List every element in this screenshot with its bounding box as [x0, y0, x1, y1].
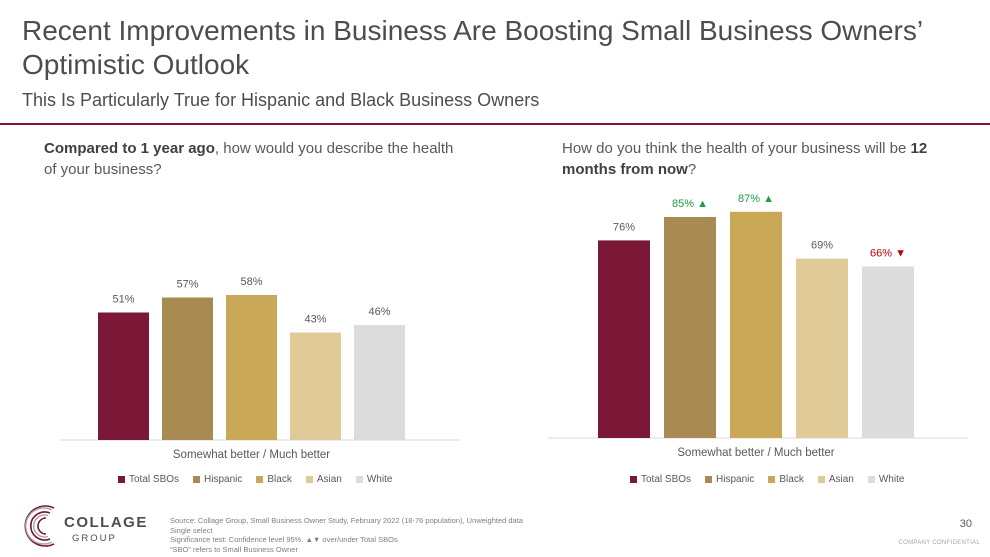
- bar-hispanic: [162, 297, 213, 440]
- legend-swatch-black: [768, 476, 776, 483]
- footnote-sbo: “SBO” refers to Small Business Owner: [170, 544, 298, 554]
- legend-item-asian: Asian: [305, 474, 342, 485]
- data-label-white: 66% ▼: [870, 247, 906, 259]
- legend-label-total-sbos: Total SBOs: [641, 474, 692, 485]
- data-label-white: 46%: [368, 306, 390, 318]
- data-label-asian: 43%: [304, 314, 326, 326]
- legend-item-hispanic: Hispanic: [705, 474, 754, 485]
- legend-label-asian: Asian: [828, 474, 854, 485]
- data-label-total-sbos: 76%: [613, 221, 635, 233]
- page-subtitle: This Is Particularly True for Hispanic a…: [22, 90, 540, 110]
- bar-black: [730, 211, 782, 438]
- data-label-hispanic: 85% ▲: [672, 198, 708, 210]
- legend-swatch-total-sbos: [630, 476, 637, 483]
- left-question-bold: Compared to 1 year ago: [44, 140, 215, 157]
- legend-item-total-sbos: Total SBOs: [118, 474, 179, 485]
- logo-wordmark: COLLAGE: [64, 514, 148, 531]
- legend-item-white: White: [867, 474, 905, 485]
- right-question: How do you think the health of your busi…: [562, 138, 972, 180]
- collage-group-logo: COLLAGE GROUP: [10, 500, 160, 552]
- legend-label-hispanic: Hispanic: [716, 474, 755, 485]
- left-question-rest: , how would you describe the health of y…: [44, 140, 454, 178]
- legend-label-black: Black: [267, 474, 292, 485]
- legend-swatch-black: [256, 476, 264, 483]
- legend-label-total-sbos: Total SBOs: [129, 474, 180, 485]
- left-bar-chart: 51% 57% 58% 43% 46% Somewhat better / Much be…: [60, 276, 460, 461]
- right-question-post: ?: [687, 161, 697, 178]
- legend-item-black: Black: [256, 474, 292, 485]
- right-bar-chart: 76% 85% ▲ 87% ▲ 69% 66% ▼ Somewhat better / M…: [548, 193, 968, 459]
- legend-item-black: Black: [768, 474, 804, 485]
- title-divider: [0, 123, 990, 125]
- bar-hispanic: [664, 217, 716, 438]
- legend-swatch-white: [867, 476, 875, 483]
- data-label-total-sbos: 51%: [112, 294, 134, 306]
- footnote-select: Single select: [170, 525, 213, 535]
- collage-logo-icon: COLLAGE GROUP: [24, 505, 148, 547]
- legend-label-black: Black: [779, 474, 804, 485]
- logo-subword: GROUP: [72, 533, 117, 544]
- legend-item-hispanic: Hispanic: [193, 474, 242, 485]
- bar-total-sbos: [598, 240, 650, 438]
- legend-item-white: White: [355, 474, 393, 485]
- bar-asian: [290, 332, 341, 440]
- right-question-pre: How do you think the health of your busi…: [562, 140, 911, 157]
- confidential-label: COMPANY CONFIDENTIAL: [898, 540, 980, 546]
- legend-swatch-hispanic: [193, 476, 201, 483]
- legend-item-asian: Asian: [817, 474, 854, 485]
- x-category-label: Somewhat better / Much better: [677, 447, 834, 459]
- data-label-black: 87% ▲: [738, 193, 774, 205]
- bar-white: [354, 325, 405, 440]
- legend-label-white: White: [878, 474, 905, 485]
- left-legend: Total SBOs Hispanic Black Asian White: [118, 474, 392, 485]
- footnote: Source: Collage Group, Small Business Ow…: [170, 516, 690, 554]
- right-question-bold: 12 months from now: [562, 140, 928, 178]
- legend-swatch-asian: [305, 476, 313, 483]
- bar-asian: [796, 258, 848, 438]
- bar-white: [862, 266, 914, 438]
- legend-swatch-total-sbos: [118, 476, 125, 483]
- legend-label-asian: Asian: [316, 474, 342, 485]
- x-category-label: Somewhat better / Much better: [173, 449, 330, 461]
- footnote-source: Source: Collage Group, Small Business Ow…: [170, 516, 523, 525]
- legend-swatch-white: [355, 476, 363, 483]
- page-title: Recent Improvements in Business Are Boos…: [22, 15, 923, 80]
- bar-total-sbos: [98, 312, 149, 440]
- data-label-asian: 69%: [811, 240, 833, 252]
- left-question: Compared to 1 year ago, how would you de…: [44, 138, 464, 180]
- page-number: 30: [959, 518, 972, 530]
- bar-black: [226, 295, 277, 440]
- data-label-hispanic: 57%: [176, 279, 198, 291]
- legend-label-hispanic: Hispanic: [204, 474, 243, 485]
- legend-swatch-hispanic: [705, 476, 713, 483]
- right-legend: Total SBOs Hispanic Black Asian White: [630, 474, 904, 485]
- legend-item-total-sbos: Total SBOs: [630, 474, 691, 485]
- footnote-significance: Significance test: Confidence level 95%.…: [170, 535, 398, 544]
- data-label-black: 58%: [240, 276, 262, 288]
- legend-swatch-asian: [817, 476, 825, 483]
- legend-label-white: White: [366, 474, 393, 485]
